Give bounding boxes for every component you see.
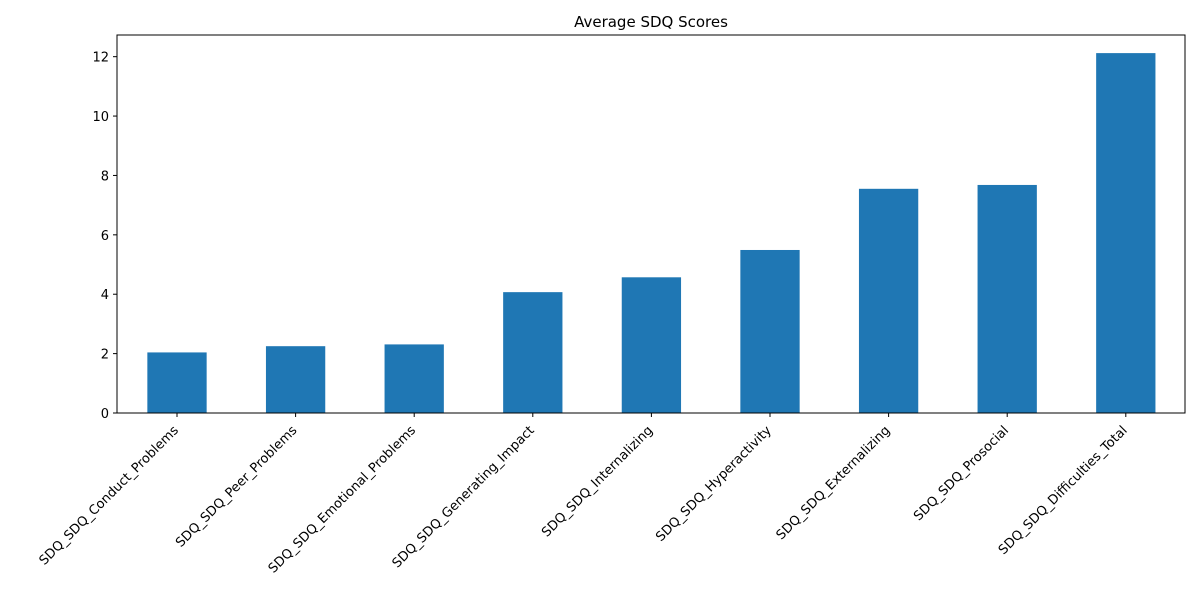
bar [621, 277, 682, 413]
x-tick-label: SDQ_SDQ_Difficulties_Total [996, 423, 1131, 558]
x-tick-label: SDQ_SDQ_Internalizing [539, 423, 656, 540]
y-tick-label: 4 [101, 288, 109, 303]
x-tick-label: SDQ_SDQ_Conduct_Problems [37, 423, 182, 568]
bar [384, 344, 444, 413]
y-axis: 0 2 4 6 8 10 12 [92, 51, 117, 422]
bar [503, 292, 563, 413]
bar [147, 352, 207, 413]
x-tick-label: SDQ_SDQ_Externalizing [774, 423, 894, 543]
y-tick-label: 8 [101, 169, 109, 184]
bars-group [147, 53, 1156, 414]
bar [858, 188, 919, 413]
y-tick-label: 0 [101, 407, 109, 422]
x-tick-label: SDQ_SDQ_Peer_Problems [173, 423, 301, 551]
bar [740, 249, 800, 413]
x-tick-label: SDQ_SDQ_Hyperactivity [653, 423, 775, 545]
chart-title: Average SDQ Scores [574, 13, 728, 31]
y-tick-label: 12 [92, 51, 109, 66]
bar [1096, 53, 1156, 414]
y-tick-label: 2 [101, 348, 109, 363]
x-axis: SDQ_SDQ_Conduct_ProblemsSDQ_SDQ_Peer_Pro… [37, 413, 1131, 576]
bar [977, 184, 1037, 413]
x-tick-label: SDQ_SDQ_Generating_Impact [390, 423, 538, 571]
x-tick-label: SDQ_SDQ_Prosocial [911, 423, 1012, 524]
bar [265, 346, 326, 413]
plot-frame [116, 34, 1186, 414]
y-tick-label: 6 [101, 229, 109, 244]
y-tick-label: 10 [92, 110, 109, 125]
